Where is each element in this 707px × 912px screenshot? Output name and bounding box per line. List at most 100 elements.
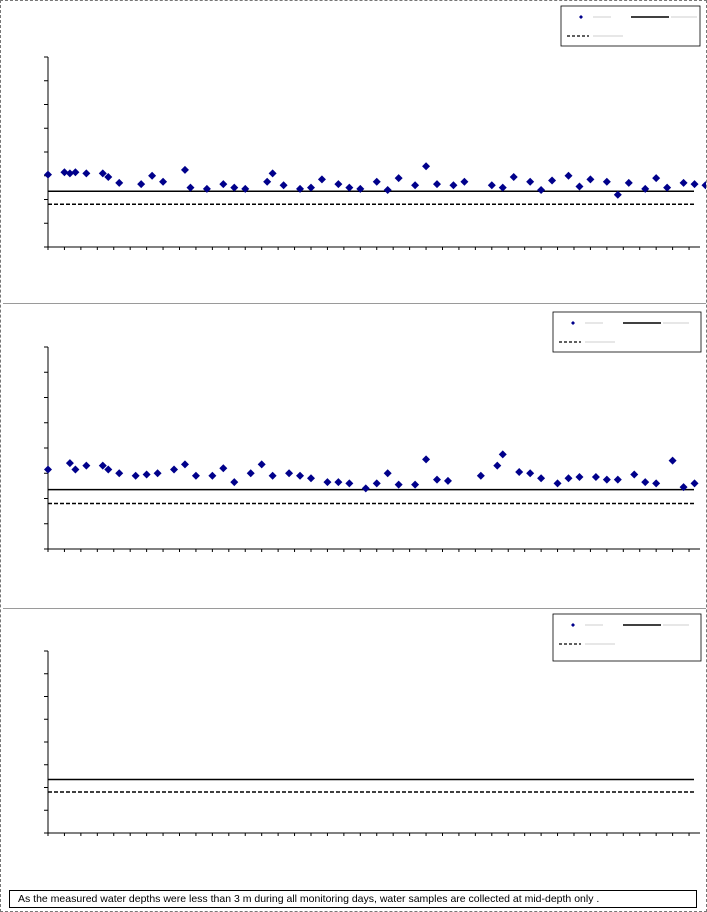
data-point xyxy=(98,169,107,178)
data-point xyxy=(383,186,392,194)
data-point xyxy=(372,479,381,488)
data-point xyxy=(602,177,611,186)
data-point xyxy=(153,469,162,478)
legend-marker-diamond xyxy=(571,623,575,627)
data-point xyxy=(230,183,239,192)
data-point xyxy=(44,170,52,179)
data-point xyxy=(334,180,343,189)
legend-marker-diamond xyxy=(571,321,575,325)
data-point xyxy=(230,478,239,487)
data-point xyxy=(586,175,595,184)
data-point xyxy=(180,460,189,469)
data-point xyxy=(104,172,113,181)
data-point xyxy=(613,190,622,199)
data-point xyxy=(422,455,431,464)
data-point xyxy=(131,471,140,480)
chart-panel-2 xyxy=(3,304,706,607)
data-point xyxy=(476,471,485,480)
legend-marker-diamond xyxy=(579,15,583,19)
data-point xyxy=(433,475,442,484)
data-point xyxy=(60,168,69,177)
chart-panel-3 xyxy=(3,609,706,887)
data-point xyxy=(613,475,622,484)
data-point xyxy=(334,478,343,487)
data-point xyxy=(663,183,672,192)
data-point xyxy=(246,469,255,478)
data-point xyxy=(690,180,699,189)
data-point xyxy=(575,182,584,191)
data-point xyxy=(345,479,354,488)
data-point xyxy=(323,478,332,487)
legend-box xyxy=(552,613,702,662)
data-point xyxy=(394,480,403,489)
data-point xyxy=(345,183,354,192)
data-point xyxy=(296,184,305,193)
data-point xyxy=(602,475,611,484)
data-point xyxy=(652,174,661,183)
data-point xyxy=(159,177,168,186)
chart-svg-3 xyxy=(44,613,702,836)
data-point xyxy=(624,178,633,187)
data-point xyxy=(186,183,195,192)
data-point xyxy=(526,469,535,478)
data-point xyxy=(142,470,151,479)
data-point xyxy=(356,184,365,193)
data-point xyxy=(137,180,146,189)
data-point xyxy=(82,169,91,178)
data-point xyxy=(564,474,573,483)
data-point xyxy=(285,469,294,478)
data-point xyxy=(257,460,266,469)
data-point xyxy=(652,479,661,488)
data-point xyxy=(591,473,600,482)
data-point xyxy=(361,484,370,493)
data-point xyxy=(306,474,315,483)
data-point xyxy=(71,465,80,474)
data-point xyxy=(515,467,524,476)
data-point xyxy=(65,169,74,178)
data-point xyxy=(641,478,650,487)
data-point xyxy=(433,180,442,189)
data-point xyxy=(115,469,124,478)
data-point xyxy=(306,183,315,192)
data-point xyxy=(208,471,217,480)
data-point xyxy=(422,162,431,171)
data-point xyxy=(498,450,507,459)
panel-divider xyxy=(3,608,706,609)
data-point xyxy=(202,184,211,193)
footnote: As the measured water depths were less t… xyxy=(9,890,697,908)
data-point xyxy=(383,469,392,478)
data-point xyxy=(690,479,699,488)
data-point xyxy=(115,178,124,187)
data-point xyxy=(509,172,518,181)
legend-box xyxy=(552,311,702,353)
data-point xyxy=(372,177,381,186)
legend-box xyxy=(560,5,701,47)
data-point xyxy=(668,456,677,465)
panel-divider xyxy=(3,303,706,304)
data-point xyxy=(575,473,584,482)
data-point xyxy=(219,180,228,189)
data-point xyxy=(679,483,688,492)
data-point xyxy=(279,181,288,190)
data-point xyxy=(537,474,546,483)
data-point xyxy=(268,471,277,480)
data-point xyxy=(526,177,535,186)
data-point xyxy=(553,479,562,488)
data-point xyxy=(241,184,250,193)
data-point xyxy=(44,465,52,474)
data-point xyxy=(460,177,469,186)
data-point xyxy=(411,480,420,489)
data-point xyxy=(564,171,573,180)
data-point xyxy=(537,186,546,194)
data-point xyxy=(71,168,80,177)
data-point xyxy=(148,171,157,180)
data-point xyxy=(98,461,107,470)
data-point xyxy=(411,181,420,190)
data-point xyxy=(498,183,507,192)
data-point xyxy=(180,165,189,174)
data-point xyxy=(219,464,228,473)
data-point xyxy=(449,181,458,190)
data-point xyxy=(317,175,326,184)
data-point xyxy=(679,178,688,187)
